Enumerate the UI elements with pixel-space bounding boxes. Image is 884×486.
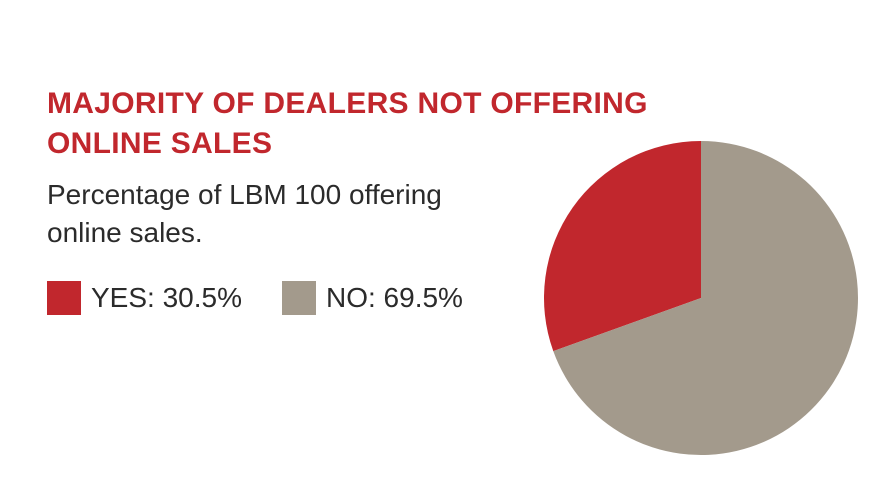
legend-swatch xyxy=(47,281,81,315)
legend-label: YES: 30.5% xyxy=(91,282,242,313)
legend: YES: 30.5% NO: 69.5% xyxy=(47,281,463,315)
legend-swatch xyxy=(281,281,316,315)
pie-slice xyxy=(553,141,858,455)
chart-subtitle: Percentage of LBM 100 offering online sa… xyxy=(47,179,442,248)
legend-item: YES: 30.5% xyxy=(47,281,242,315)
pie-slice xyxy=(544,141,701,352)
legend-item: NO: 69.5% xyxy=(281,281,463,315)
legend-label: NO: 69.5% xyxy=(325,282,463,313)
chart-title: MAJORITY OF DEALERS NOT OFFERING ONLINE … xyxy=(47,87,648,160)
